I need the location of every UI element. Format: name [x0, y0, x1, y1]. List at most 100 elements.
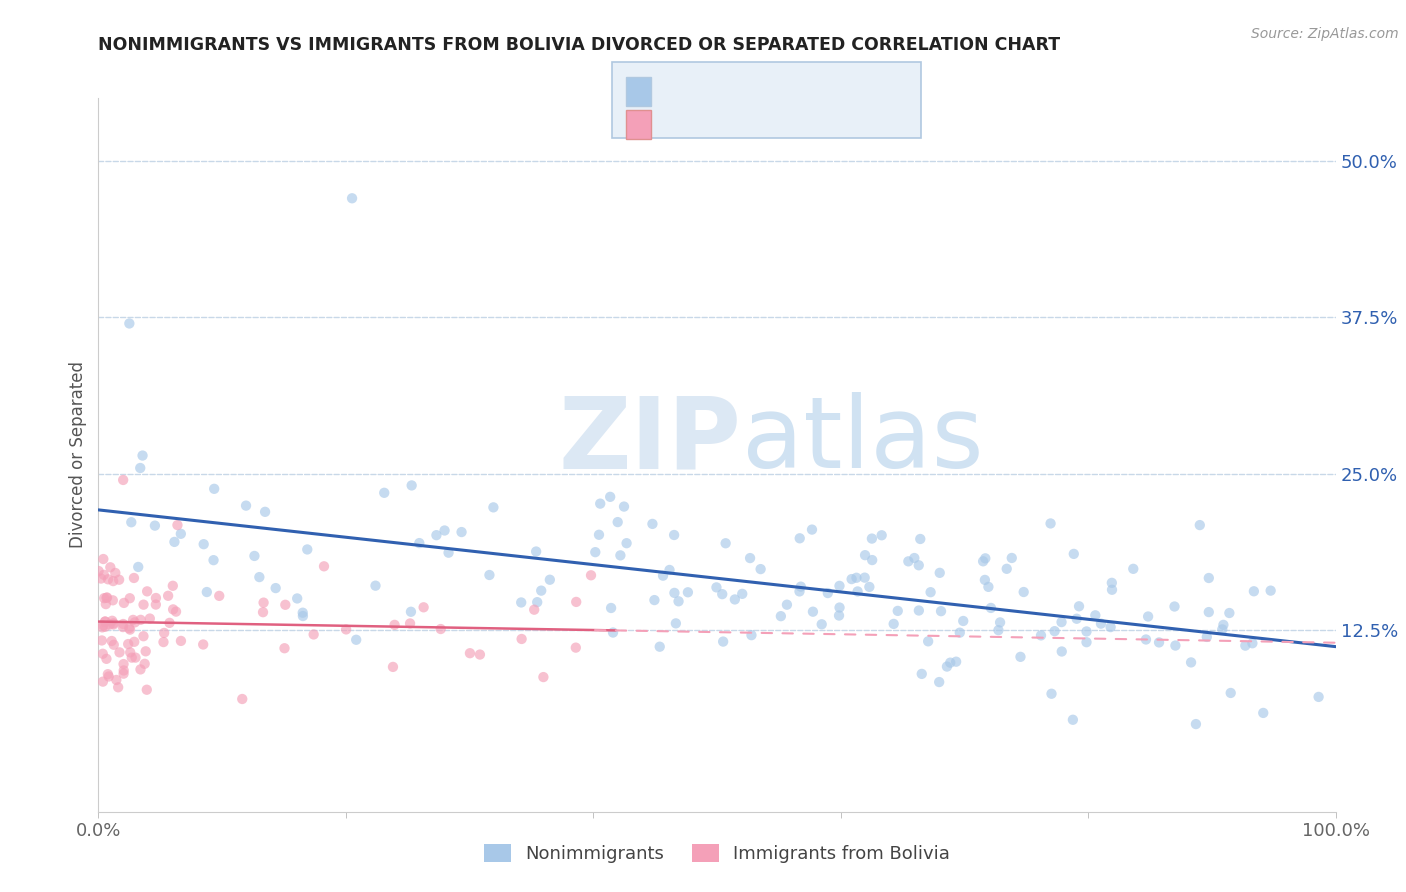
Point	[103, 638, 125, 652]
Point	[208, 589, 231, 603]
Point	[641, 516, 664, 531]
Point	[120, 645, 142, 659]
Point	[658, 563, 681, 577]
Point	[482, 500, 505, 515]
Point	[163, 535, 186, 549]
Point	[193, 537, 215, 551]
Point	[100, 634, 122, 648]
Point	[801, 605, 824, 619]
Point	[903, 551, 925, 566]
Point	[132, 598, 155, 612]
Point	[247, 570, 270, 584]
Point	[98, 617, 121, 632]
Point	[437, 546, 460, 560]
Point	[302, 627, 325, 641]
Legend: Nonimmigrants, Immigrants from Bolivia: Nonimmigrants, Immigrants from Bolivia	[477, 837, 957, 871]
Point	[1218, 606, 1240, 620]
Point	[1198, 571, 1220, 585]
Point	[523, 603, 546, 617]
Point	[91, 618, 114, 632]
Point	[93, 567, 115, 582]
Point	[112, 473, 135, 487]
Point	[344, 632, 367, 647]
Point	[101, 593, 124, 607]
Bar	[626, 77, 651, 105]
Point	[143, 518, 166, 533]
Point	[101, 614, 124, 628]
Point	[243, 549, 266, 563]
Point	[96, 591, 118, 605]
Point	[202, 553, 225, 567]
Point	[297, 542, 319, 557]
Point	[676, 585, 699, 599]
Point	[949, 625, 972, 640]
Point	[897, 554, 920, 568]
Point	[1010, 649, 1032, 664]
Point	[108, 645, 131, 659]
Point	[90, 572, 112, 586]
Point	[1195, 630, 1218, 644]
Point	[602, 625, 624, 640]
Point	[828, 579, 851, 593]
Text: NONIMMIGRANTS VS IMMIGRANTS FROM BOLIVIA DIVORCED OR SEPARATED CORRELATION CHART: NONIMMIGRANTS VS IMMIGRANTS FROM BOLIVIA…	[98, 36, 1060, 54]
Point	[118, 591, 141, 606]
Point	[105, 673, 128, 687]
Point	[136, 584, 159, 599]
Point	[853, 571, 876, 585]
Point	[94, 620, 117, 634]
Point	[952, 614, 974, 628]
Point	[91, 647, 114, 661]
Point	[870, 528, 893, 542]
Point	[450, 524, 472, 539]
Point	[1001, 551, 1024, 566]
Point	[1180, 656, 1202, 670]
Text: N =: N =	[797, 84, 844, 99]
Point	[117, 637, 139, 651]
Point	[104, 566, 127, 580]
Point	[399, 616, 422, 631]
Point	[1137, 609, 1160, 624]
Point	[162, 579, 184, 593]
Point	[312, 559, 335, 574]
Point	[790, 580, 813, 594]
Point	[1135, 632, 1157, 647]
Point	[264, 581, 287, 595]
Bar	[626, 111, 651, 139]
Point	[134, 657, 156, 671]
Point	[706, 580, 728, 594]
Point	[664, 586, 686, 600]
Point	[711, 634, 734, 648]
Point	[170, 634, 193, 648]
Point	[135, 644, 157, 658]
Point	[129, 662, 152, 676]
Text: -0.398: -0.398	[713, 84, 770, 99]
Point	[1050, 644, 1073, 658]
Point	[841, 572, 863, 586]
Point	[510, 632, 533, 646]
Point	[108, 573, 131, 587]
Point	[1234, 639, 1257, 653]
Point	[103, 617, 125, 632]
Point	[988, 615, 1011, 630]
Point	[94, 615, 117, 629]
Point	[599, 490, 621, 504]
Point	[936, 659, 959, 673]
Point	[662, 528, 685, 542]
Point	[911, 666, 934, 681]
Point	[1147, 635, 1170, 649]
Point	[127, 560, 149, 574]
Point	[980, 601, 1002, 615]
Point	[1211, 623, 1233, 637]
Point	[412, 600, 434, 615]
Point	[810, 617, 832, 632]
Point	[643, 593, 665, 607]
Point	[530, 583, 553, 598]
Point	[254, 505, 277, 519]
Point	[846, 584, 869, 599]
Point	[945, 655, 967, 669]
Text: R =: R =	[659, 84, 695, 99]
Point	[1163, 599, 1185, 614]
Point	[1243, 584, 1265, 599]
Point	[883, 616, 905, 631]
Point	[776, 598, 799, 612]
